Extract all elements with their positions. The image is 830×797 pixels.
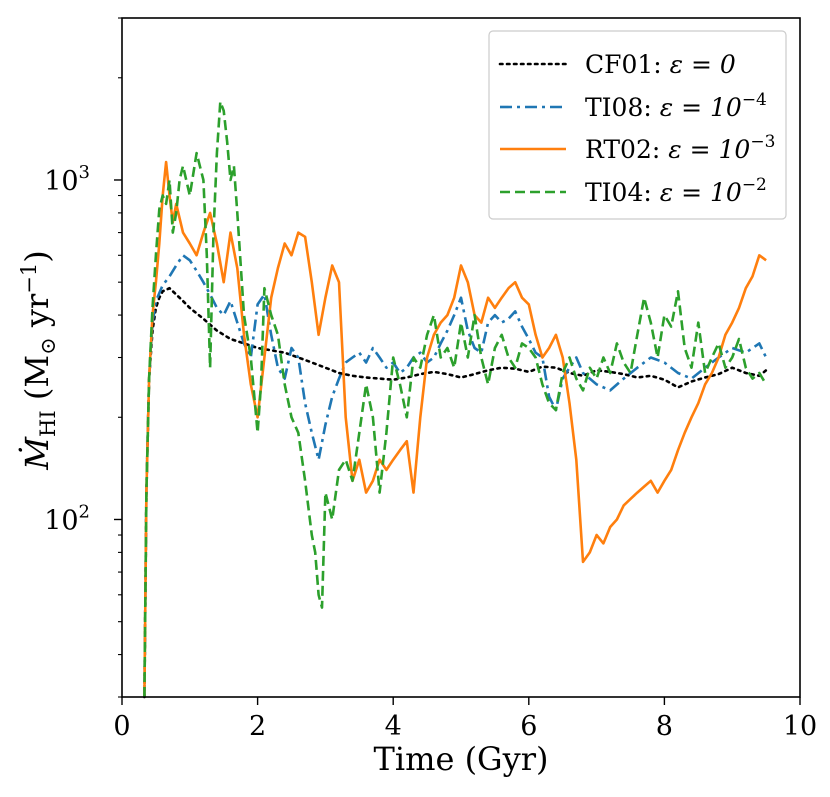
series-line-cf01: [143, 286, 768, 699]
legend-label-ti04: TI04: ε = 10−2: [585, 175, 767, 207]
legend-label-rt02: RT02: ε = 10−3: [585, 132, 775, 164]
legend-label-ti04-eps: ε = 10: [660, 178, 742, 207]
legend-label-cf01-main: CF01:: [585, 50, 670, 79]
x-tick-label: 8: [656, 711, 673, 742]
y-axis-title-subscript: HI: [36, 410, 60, 437]
y-tick-label: 103: [44, 162, 90, 197]
y-axis-title-symbol: Ṁ: [18, 436, 56, 471]
y-axis-title-units-rest: yr: [18, 293, 56, 337]
series-layer: [143, 100, 768, 699]
y-axis-title-close: ): [18, 250, 56, 262]
legend-label-ti04-exp: −2: [742, 175, 767, 195]
y-axis-title: ṀHI (M⊙ yr−1): [17, 250, 60, 470]
y-axis-title-units: (M: [18, 355, 56, 410]
x-tick-label: 0: [113, 711, 130, 742]
y-tick-label-exponent: 2: [79, 501, 90, 522]
x-tick-label: 10: [783, 711, 817, 742]
legend: CF01: ε = 0 TI08: ε = 10−4 RT02: ε = 10−…: [488, 30, 787, 220]
y-tick-label-base: 10: [44, 166, 78, 197]
series-line-ti08: [143, 254, 768, 698]
legend-label-ti08-exp: −4: [742, 90, 767, 110]
y-axis-title-sun: ⊙: [36, 337, 60, 355]
legend-box: [488, 30, 787, 220]
legend-label-rt02-eps: ε = 10: [668, 135, 750, 164]
y-tick-label-base: 10: [44, 505, 78, 536]
legend-label-ti04-main: TI04:: [585, 178, 660, 207]
legend-label-ti08-main: TI08:: [585, 93, 660, 122]
plot-frame: [121, 17, 801, 698]
y-tick-label: 102: [44, 501, 90, 536]
legend-label-ti08: TI08: ε = 10−4: [585, 90, 767, 122]
series-line-rt02: [143, 160, 767, 698]
legend-label-rt02-exp: −3: [750, 132, 775, 152]
x-axis-title: Time (Gyr): [374, 740, 549, 778]
legend-label-cf01-eps: ε = 0: [670, 50, 736, 79]
x-tick-label: 6: [520, 711, 537, 742]
series-line-ti04: [143, 100, 768, 698]
legend-label-ti08-eps: ε = 10: [660, 93, 742, 122]
y-axis-title-exponent: −1: [17, 263, 41, 294]
x-tick-label: 2: [249, 711, 266, 742]
x-tick-label: 4: [385, 711, 402, 742]
y-tick-label-exponent: 3: [79, 162, 90, 183]
legend-label-rt02-main: RT02:: [585, 135, 668, 164]
legend-label-cf01: CF01: ε = 0: [585, 50, 736, 79]
